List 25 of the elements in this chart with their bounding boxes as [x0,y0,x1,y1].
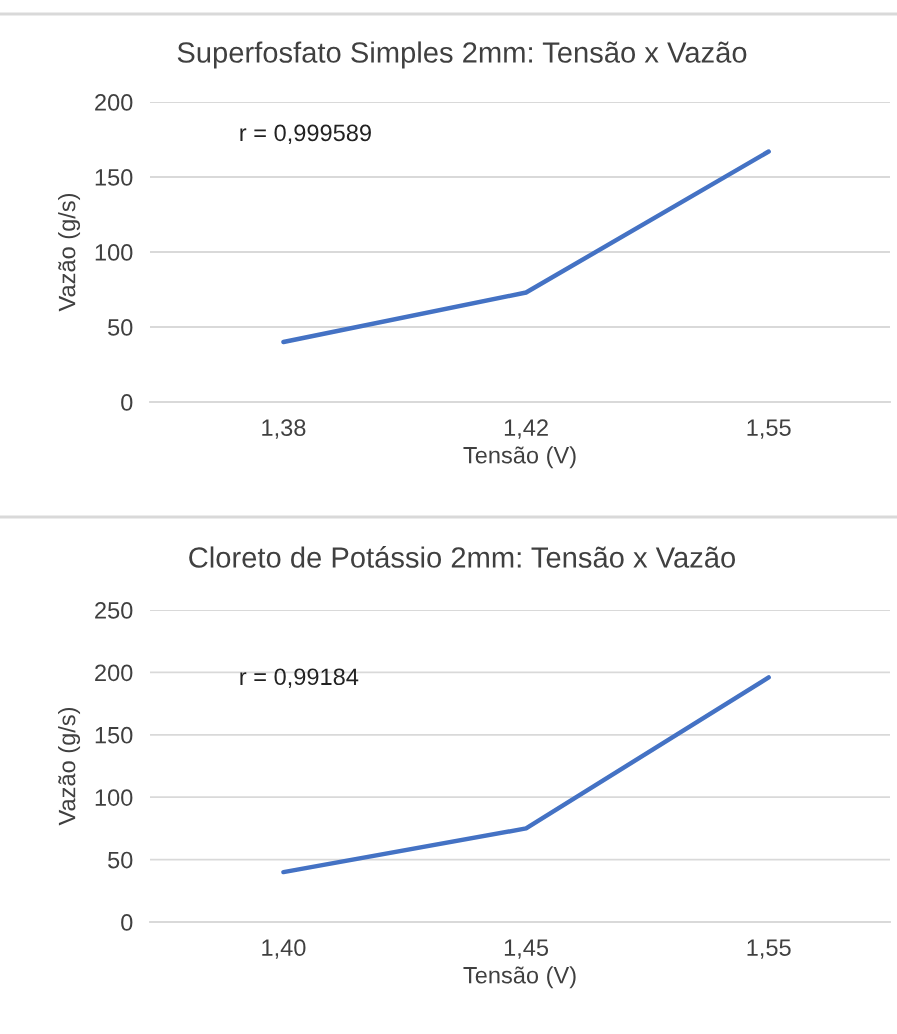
y-tick-label: 200 [95,664,133,682]
y-tick-label: 0 [121,394,133,411]
x-axis-title: Tensão (V) [463,446,576,469]
x-axis-title: Tensão (V) [463,966,576,989]
y-axis-title: Vazão (g/s) [58,707,81,826]
x-tick-label: 1,45 [504,939,549,959]
y-tick-label: 100 [95,244,133,261]
x-tick-label: 1,40 [262,939,306,959]
chart-title: Cloreto de Potássio 2mm: Tensão x Vazão [189,546,736,568]
x-tick-label: 1,55 [747,939,791,959]
y-tick-label: 100 [95,789,133,806]
y-tick-label: 50 [108,319,133,336]
annotation: r = 0,99184 [240,668,359,688]
x-tick-label: 1,42 [504,419,548,439]
y-tick-label: 200 [95,94,133,111]
y-tick-label: 50 [108,851,133,869]
x-tick-label: 1,55 [747,419,791,439]
annotation: r = 0,999589 [240,124,371,145]
chart-title: Superfosfato Simples 2mm: Tensão x Vazão [177,41,747,69]
y-axis-title: Vazão (g/s) [58,193,81,312]
x-tick-label: 1,38 [262,419,306,439]
y-tick-label: 150 [95,169,133,186]
y-tick-label: 0 [121,914,133,931]
y-tick-label: 150 [95,726,133,744]
y-tick-label: 250 [95,602,133,619]
